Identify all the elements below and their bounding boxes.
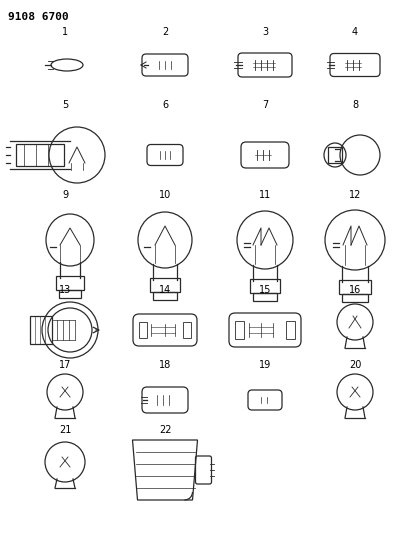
Bar [30, 316, 52, 344]
Text: 12: 12 [349, 190, 361, 200]
Bar [150, 278, 180, 292]
Text: 18: 18 [159, 360, 171, 370]
Text: 5: 5 [62, 100, 68, 110]
Text: 16: 16 [349, 285, 361, 295]
Text: 19: 19 [259, 360, 271, 370]
Bar [16, 144, 64, 166]
Text: 11: 11 [259, 190, 271, 200]
Bar [139, 322, 147, 338]
Bar [328, 147, 342, 163]
Bar [286, 321, 295, 339]
Bar [235, 321, 244, 339]
Text: 21: 21 [59, 425, 71, 435]
Text: 14: 14 [159, 285, 171, 295]
Bar [56, 276, 84, 290]
Text: 20: 20 [349, 360, 361, 370]
Bar [339, 280, 371, 294]
Text: 10: 10 [159, 190, 171, 200]
Text: 9: 9 [62, 190, 68, 200]
Text: 9108 6700: 9108 6700 [8, 12, 69, 22]
Text: 1: 1 [62, 27, 68, 37]
Bar [250, 279, 280, 293]
Text: 7: 7 [262, 100, 268, 110]
Text: 4: 4 [352, 27, 358, 37]
Text: 3: 3 [262, 27, 268, 37]
Text: 6: 6 [162, 100, 168, 110]
Text: 2: 2 [162, 27, 168, 37]
Text: 15: 15 [259, 285, 271, 295]
Bar [153, 292, 177, 300]
Bar [183, 322, 191, 338]
Bar [59, 290, 81, 298]
Text: 22: 22 [159, 425, 171, 435]
Text: 17: 17 [59, 360, 71, 370]
Text: 13: 13 [59, 285, 71, 295]
Bar [342, 294, 368, 302]
Bar [253, 293, 277, 301]
Text: 8: 8 [352, 100, 358, 110]
